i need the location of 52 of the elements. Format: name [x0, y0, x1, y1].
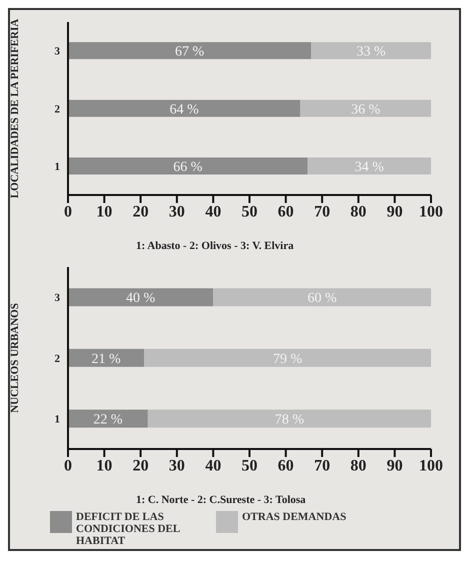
x-tick-label: 50 [242, 203, 258, 220]
x-tick-label: 100 [419, 203, 443, 220]
x-tick-label: 40 [205, 203, 222, 220]
x-tick-label: 90 [386, 457, 403, 474]
x-tick-label: 30 [168, 203, 185, 220]
y-tick-label: 2 [54, 103, 60, 116]
text: 1: C. Norte - 2: C.Sureste - 3: Tolosa [136, 494, 306, 506]
x-tick-label: 30 [168, 457, 185, 474]
x-tick-label: 50 [242, 457, 258, 474]
x-tick-label: 20 [132, 457, 149, 474]
x-tick-label: 80 [350, 203, 366, 220]
x-tick-label: 40 [205, 457, 222, 474]
data-label: 67 % [175, 44, 205, 60]
bar [68, 42, 312, 60]
legend-label: OTRAS DEMANDAS [242, 511, 346, 523]
data-label: 64 % [170, 102, 200, 118]
bar [68, 100, 300, 117]
bar [213, 288, 431, 306]
y-axis-title: LOCALIDADES DE LA PERIFERIA [8, 18, 21, 198]
bar [308, 158, 431, 175]
data-label: 21 % [92, 352, 122, 367]
legend-label: DEFICIT DE LAS CONDICIONES DEL HABITAT [76, 511, 181, 547]
data-label: 40 % [126, 291, 156, 306]
x-tick-label: 100 [419, 457, 443, 474]
data-label: 66 % [173, 160, 203, 176]
y-tick-label: 1 [54, 414, 60, 426]
y-axis-title: NUCLEOS URBANOS [8, 303, 21, 413]
bar [68, 288, 214, 306]
data-label: 22 % [93, 412, 123, 428]
x-tick-label: 60 [278, 457, 294, 474]
y-tick-label: 1 [54, 161, 60, 174]
bar [144, 348, 431, 367]
x-tick-label: 20 [132, 203, 149, 220]
x-tick-label: 10 [96, 203, 112, 220]
bar [68, 348, 144, 367]
bar [311, 42, 431, 60]
x-tick-label: 60 [278, 203, 294, 220]
x-tick-label: 10 [96, 457, 112, 474]
x-tick-label: 0 [64, 203, 72, 220]
x-tick-label: 80 [350, 457, 366, 474]
x-tick-label: 0 [64, 457, 72, 474]
y-tick-label: 2 [54, 352, 60, 365]
bar [300, 100, 431, 117]
text: 1: Abasto - 2: Olivos - 3: V. Elvira [136, 240, 294, 252]
x-tick-label: 70 [314, 203, 330, 220]
y-tick-label: 3 [54, 292, 60, 304]
bar [148, 410, 431, 428]
bar [68, 410, 148, 428]
x-tick-label: 90 [386, 203, 403, 220]
bar [68, 158, 308, 175]
x-tick-label: 70 [314, 457, 330, 474]
y-tick-label: 3 [54, 46, 60, 58]
